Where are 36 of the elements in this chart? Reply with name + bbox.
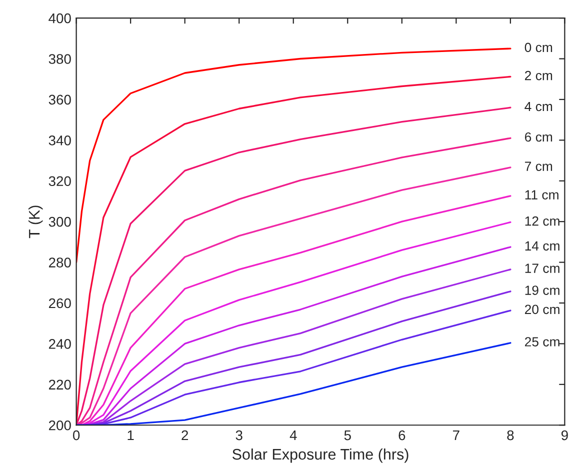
y-tick-label: 360 xyxy=(48,94,71,105)
y-tick-label: 240 xyxy=(48,339,71,349)
x-tick-label: 0 xyxy=(72,430,80,440)
y-tick-label: 200 xyxy=(48,420,71,430)
series-label: 7 cm xyxy=(524,162,552,171)
x-tick-label: 2 xyxy=(182,430,188,440)
y-tick-label: 320 xyxy=(48,176,71,186)
series-label: 20 cm xyxy=(524,304,560,314)
series-label: 17 cm xyxy=(525,264,560,273)
line-series xyxy=(76,48,512,264)
series-label: 0 cm xyxy=(524,42,552,52)
x-tick-label: 9 xyxy=(561,430,568,440)
x-tick-label: 4 xyxy=(290,430,297,440)
y-tick-label: 280 xyxy=(48,258,71,268)
x-tick-label: 3 xyxy=(236,430,242,440)
y-tick-label: 220 xyxy=(48,380,71,390)
series-label: 11 cm xyxy=(525,190,558,200)
x-tick-label: 8 xyxy=(507,430,514,440)
series-label: 6 cm xyxy=(524,132,552,142)
series-label: 12 cm xyxy=(525,216,560,226)
series-label: 25 cm xyxy=(524,337,560,346)
x-axis-title: Solar Exposure Time (hrs) xyxy=(232,448,408,463)
series-label: 2 cm xyxy=(524,70,552,80)
series-label: 19 cm xyxy=(525,286,560,295)
series-label: 14 cm xyxy=(525,241,560,251)
y-tick-label: 340 xyxy=(48,136,71,146)
y-tick-label: 260 xyxy=(48,298,71,308)
x-tick-label: 1 xyxy=(128,430,134,440)
x-tick-label: 6 xyxy=(398,430,406,440)
series-label: 4 cm xyxy=(524,102,552,112)
x-tick-label: 7 xyxy=(453,430,460,440)
x-tick-label: 5 xyxy=(344,430,351,440)
y-tick-label: 400 xyxy=(48,13,71,24)
y-tick-label: 380 xyxy=(48,54,71,64)
y-tick-label: 300 xyxy=(48,216,71,227)
y-axis-title: T (K) xyxy=(28,206,43,238)
